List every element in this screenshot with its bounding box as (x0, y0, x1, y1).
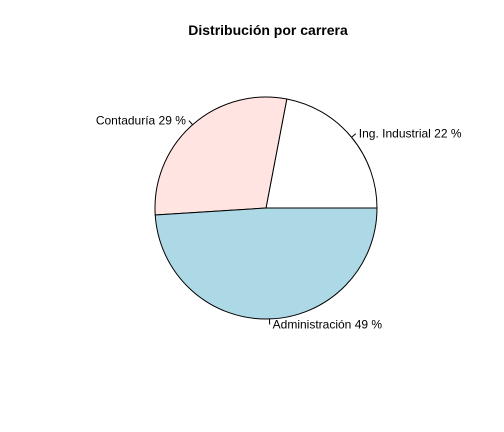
pie-slice-2 (154, 207, 378, 320)
chart-title: Distribución por carrera (188, 22, 348, 38)
pie-labels: Ing. Industrial 22 % Contaduría 29 % Admin… (96, 114, 462, 332)
pie-label-0: Ing. Industrial 22 % (359, 127, 462, 141)
pie-leader-0 (351, 133, 357, 138)
pie-leader-1 (188, 120, 193, 126)
pie-slices (154, 96, 378, 320)
pie-label-1: Contaduría 29 % (96, 114, 186, 128)
pie-label-2: Administración 49 % (273, 317, 383, 331)
pie-slice-0 (265, 98, 378, 209)
pie-slice-1 (154, 96, 288, 216)
